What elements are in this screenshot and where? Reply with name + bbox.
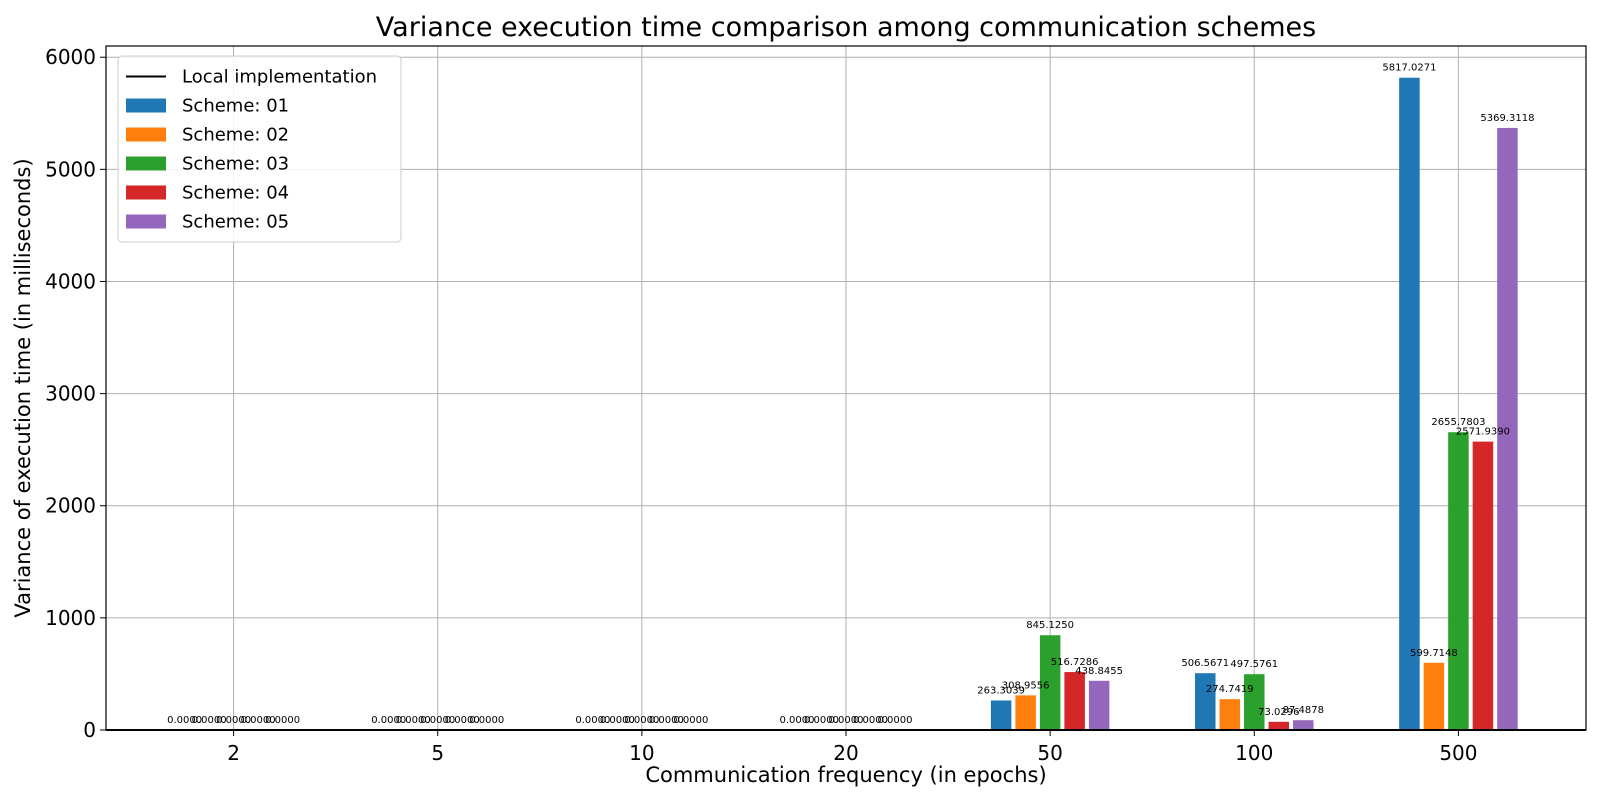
data-label-scheme-02: 308.9556 [1002, 680, 1050, 691]
data-label-scheme-03: 497.5761 [1230, 659, 1278, 670]
x-axis-ticks: 2 5 10 20 50 100 500 [227, 730, 1478, 765]
data-label-scheme-04: 0.0000 [853, 715, 888, 726]
bar-scheme-02 [1219, 699, 1241, 730]
data-label-scheme-05: 0.0000 [673, 715, 708, 726]
data-label-scheme-04: 2571.9390 [1456, 427, 1510, 438]
x-tick-label: 10 [629, 741, 654, 765]
legend: Local implementation Scheme: 01 Scheme: 02… [117, 55, 402, 243]
data-label-scheme-02: 0.0000 [192, 715, 227, 726]
data-label-scheme-01: 0.0000 [371, 715, 406, 726]
data-label-scheme-01: 263.3039 [977, 685, 1025, 696]
bar-scheme-03 [1039, 635, 1061, 730]
bars [990, 77, 1518, 730]
data-label-scheme-04: 0.0000 [649, 715, 684, 726]
bar-scheme-02 [1015, 695, 1036, 730]
legend-label: Scheme: 01 [182, 96, 289, 117]
data-label-scheme-02: 0.0000 [804, 715, 839, 726]
y-tick-label: 4000 [45, 269, 96, 293]
data-label-scheme-04: 0.0000 [445, 715, 480, 726]
data-label-scheme-02: 0.0000 [600, 715, 635, 726]
data-label-scheme-03: 0.0000 [420, 715, 455, 726]
y-tick-label: 5000 [45, 157, 96, 181]
y-axis-ticks: 0 1000 2000 3000 4000 5000 6000 [45, 45, 106, 742]
x-tick-label: 50 [1037, 741, 1062, 765]
data-label-scheme-01: 0.0000 [575, 715, 610, 726]
data-label-scheme-03: 845.1250 [1026, 620, 1074, 631]
x-tick-label: 2 [227, 741, 240, 765]
bar-scheme-05 [1088, 680, 1110, 730]
data-label-scheme-05: 87.4878 [1283, 705, 1324, 716]
data-label-scheme-05: 0.0000 [265, 715, 300, 726]
data-label-scheme-03: 0.0000 [829, 715, 864, 726]
data-label-scheme-01: 0.0000 [167, 715, 202, 726]
legend-color-swatch [126, 98, 166, 113]
legend-label: Scheme: 05 [182, 212, 289, 233]
legend-color-swatch [126, 127, 166, 142]
data-label-scheme-05: 0.0000 [878, 715, 913, 726]
data-label-scheme-04: 73.0296 [1258, 707, 1299, 718]
bar-scheme-03 [1244, 674, 1265, 730]
legend-label: Scheme: 02 [182, 125, 289, 146]
y-tick-label: 2000 [45, 494, 96, 518]
legend-label: Local implementation [182, 67, 377, 88]
data-label-scheme-04: 516.7286 [1051, 657, 1099, 668]
data-label-scheme-03: 0.0000 [216, 715, 251, 726]
y-tick-label: 6000 [45, 45, 96, 69]
y-tick-label: 3000 [45, 382, 96, 406]
bar-scheme-02 [1423, 662, 1445, 730]
bar-scheme-04 [1268, 721, 1290, 730]
legend-color-swatch [126, 156, 166, 171]
bar-scheme-01 [1195, 673, 1216, 730]
x-tick-label: 100 [1235, 741, 1273, 765]
data-label-scheme-02: 274.7419 [1206, 684, 1254, 695]
x-tick-label: 500 [1439, 741, 1477, 765]
x-tick-label: 20 [833, 741, 858, 765]
data-labels: 0.0000 0.0000 0.0000 0.0000263.3039506.5671… [167, 63, 1534, 726]
data-label-scheme-02: 599.7148 [1410, 648, 1458, 659]
legend-color-swatch [126, 214, 166, 229]
bar-scheme-05 [1497, 127, 1518, 730]
bar-scheme-05 [1293, 720, 1314, 730]
data-label-scheme-02: 0.0000 [396, 715, 431, 726]
data-label-scheme-03: 2655.7803 [1431, 417, 1485, 428]
bar-scheme-04 [1064, 672, 1085, 730]
legend-label: Scheme: 03 [182, 154, 289, 175]
data-label-scheme-05: 5369.3118 [1480, 113, 1534, 124]
data-label-scheme-01: 506.5671 [1181, 658, 1229, 669]
legend-label: Scheme: 04 [182, 183, 289, 204]
data-label-scheme-03: 0.0000 [624, 715, 659, 726]
legend-box [117, 55, 402, 243]
x-tick-label: 5 [431, 741, 444, 765]
y-axis-title: Variance of execution time (in milliseco… [11, 158, 35, 617]
bar-scheme-03 [1448, 432, 1469, 730]
x-axis-title: Communication frequency (in epochs) [645, 763, 1046, 787]
bar-scheme-04 [1472, 441, 1494, 730]
y-tick-label: 0 [83, 718, 96, 742]
data-label-scheme-04: 0.0000 [241, 715, 276, 726]
y-tick-label: 1000 [45, 606, 96, 630]
bar-scheme-01 [990, 700, 1012, 730]
legend-color-swatch [126, 185, 166, 200]
chart-title: Variance execution time comparison among… [376, 12, 1316, 43]
data-label-scheme-01: 0.0000 [780, 715, 815, 726]
bar-scheme-01 [1399, 77, 1420, 730]
data-label-scheme-05: 438.8455 [1075, 666, 1123, 677]
data-label-scheme-05: 0.0000 [469, 715, 504, 726]
data-label-scheme-01: 5817.0271 [1382, 63, 1436, 74]
